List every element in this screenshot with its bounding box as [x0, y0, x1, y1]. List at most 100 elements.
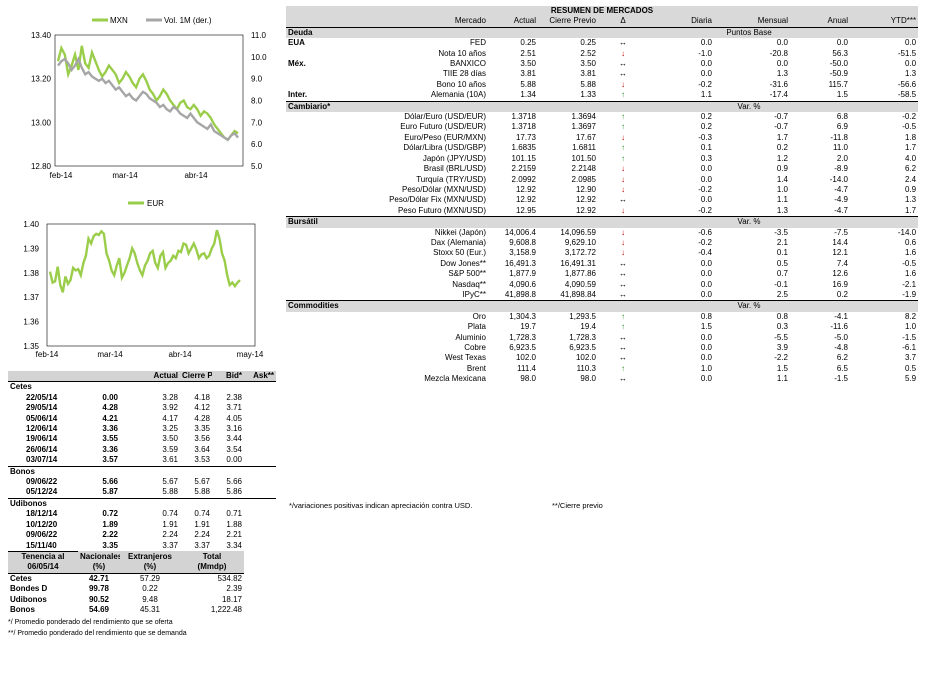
table-cell: 4.28 — [102, 403, 118, 413]
tenencia-row: Bondes D 99.78 0.22 2.39 — [8, 584, 276, 594]
series-line-eur — [48, 229, 241, 293]
table-cell — [286, 122, 326, 132]
x-tick-label: mar-14 — [112, 171, 138, 180]
table-cell — [286, 164, 326, 174]
table-cell: 1,728.3 — [509, 332, 536, 342]
section-spacer — [850, 300, 919, 312]
table-cell: 1.3718 — [511, 112, 536, 122]
table-cell — [286, 343, 326, 353]
table-cell: 0.00 — [226, 455, 242, 465]
arrow-down-icon: ↓ — [621, 48, 625, 58]
tenencia-header-cell: (%) — [92, 562, 106, 572]
arrow-flat-icon: ↔ — [619, 195, 627, 205]
table-cell: 3.59 — [162, 444, 178, 454]
table-cell: 0.0 — [776, 59, 788, 69]
table-cell: Dax (Alemania) — [430, 237, 486, 247]
arrow-up-icon: ↑ — [621, 363, 625, 373]
table-cell: -4.7 — [834, 184, 848, 194]
table-cell: 0.0 — [700, 195, 712, 205]
table-cell: 1.3 — [904, 69, 917, 79]
table-cell: 1.5 — [836, 90, 848, 100]
tenencia-row: Cetes 42.71 57.29 534.82 — [8, 572, 276, 585]
table-cell: 17.73 — [515, 132, 536, 142]
tenencia-header-cell: (%) — [143, 562, 157, 572]
table-row: Nota 10 años 2.51 2.52 ↓ -1.0 -20.8 56.3 -51.5 — [286, 49, 918, 59]
table-cell: 102.0 — [515, 353, 536, 363]
table-cell — [286, 364, 326, 374]
header-cell: Cierre Previo — [538, 16, 598, 28]
tenencia-header: Tenencia al Nacionales Extranjeros Total — [8, 550, 276, 563]
table-cell: Inter. — [288, 90, 308, 100]
x-tick-label: abr-14 — [184, 171, 208, 180]
section-unit: Var. % — [648, 100, 850, 113]
section-header: Cambiario* Var. % — [286, 100, 919, 113]
table-cell — [286, 259, 326, 269]
section-spacer — [850, 26, 919, 39]
table-cell: 16,491.31 — [560, 258, 596, 268]
table-cell — [286, 269, 326, 279]
table-cell: 3,158.9 — [509, 248, 536, 258]
group-label: Cetes — [8, 381, 276, 393]
table-cell: 2.5 — [776, 289, 788, 299]
table-cell: -58.5 — [897, 90, 917, 100]
group-label: Bonos — [8, 465, 276, 478]
table-cell: 0.8 — [700, 311, 712, 321]
table-cell: 2.4 — [904, 174, 917, 184]
table-cell: 41,898.84 — [560, 289, 596, 299]
header-cell: Actual — [153, 371, 178, 380]
table-row: Bono 10 años 5.88 5.88 ↓ -0.2 -31.6 115.7 -56.6 — [286, 80, 918, 90]
table-cell: 0.2 — [700, 122, 712, 132]
table-cell: -6.1 — [902, 343, 917, 352]
table-cell: -0.4 — [698, 248, 712, 258]
tenencia-header-cell: Nacionales — [80, 551, 120, 561]
table-cell: 2.52 — [580, 48, 596, 58]
table-cell: 1.6835 — [511, 143, 536, 153]
table-row: Dax (Alemania) 9,608.8 9,629.10 ↓ -0.2 2.1 14.… — [286, 238, 918, 248]
arrow-down-icon: ↓ — [621, 132, 625, 142]
table-cell: 1.7 — [904, 205, 917, 215]
plot-frame — [46, 223, 256, 347]
table-cell: 0.74 — [194, 509, 210, 519]
table-cell: 2.1 — [776, 237, 788, 247]
table-cell: -4.1 — [834, 311, 848, 321]
table-row: Dólar/Euro (USD/EUR) 1.3718 1.3694 ↑ 0.2 -0.7… — [286, 112, 918, 122]
table-cell: -5.5 — [774, 332, 788, 342]
table-row: S&P 500** 1,877.9 1,877.86 ↔ 0.0 0.7 12.6 1.6 — [286, 269, 918, 279]
table-cell: -0.2 — [902, 112, 917, 122]
table-cell: 3.50 — [520, 59, 536, 69]
table-cell: 101.50 — [571, 153, 596, 163]
table-cell: 4.21 — [102, 413, 118, 423]
table-cell: 1.5 — [776, 363, 788, 373]
tenencia-cell: 0.22 — [142, 584, 158, 594]
table-row: Brasil (BRL/USD) 2.2159 2.2148 ↓ 0.0 0.9 -8.9 6… — [286, 164, 918, 174]
table-cell: 3.61 — [162, 455, 178, 465]
table-cell: 12.6 — [832, 269, 848, 279]
table-cell: 5.66 — [226, 477, 242, 487]
table-cell: 0.0 — [700, 343, 712, 352]
table-cell: 6.9 — [836, 122, 848, 132]
table-cell: 1,877.9 — [509, 269, 536, 279]
table-row: 26/06/14 3.36 3.59 3.64 3.54 — [8, 445, 276, 455]
table-cell — [286, 133, 326, 143]
table-cell: 2.22 — [102, 530, 118, 540]
arrow-flat-icon: ↔ — [619, 332, 627, 342]
table-cell: 1.3 — [776, 69, 788, 79]
table-cell: 0.0 — [700, 164, 712, 174]
table-cell: 0.5 — [904, 363, 917, 373]
table-cell: -51.5 — [897, 48, 917, 58]
table-cell: 8.2 — [904, 311, 917, 321]
table-cell: -0.5 — [902, 258, 917, 268]
table-cell: Brasil (BRL/USD) — [423, 164, 486, 174]
table-cell — [286, 185, 326, 195]
title-row: RESUMEN DE MERCADOS — [286, 6, 919, 17]
table-cell: -4.7 — [834, 205, 848, 215]
table-cell: 12.92 — [575, 205, 596, 215]
table-cell — [286, 195, 326, 205]
table-cell: S&P 500** — [448, 269, 486, 279]
table-cell: 09/06/22 — [26, 477, 58, 487]
header-cell: Δ — [598, 16, 648, 28]
table-cell: 1.7 — [904, 143, 917, 153]
table-cell: -11.6 — [830, 322, 848, 332]
arrow-up-icon: ↑ — [621, 112, 625, 122]
